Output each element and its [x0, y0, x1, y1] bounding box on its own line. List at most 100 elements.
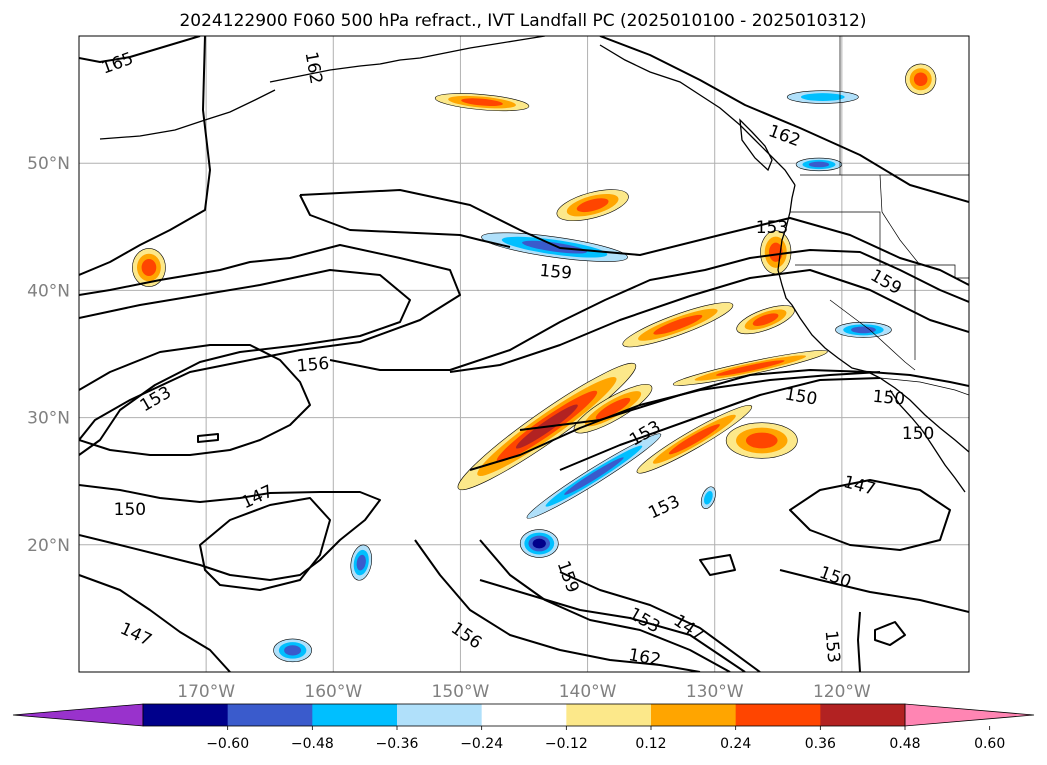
contour-label: 150 [902, 424, 934, 444]
colorbar-segment [397, 704, 483, 726]
colorbar-segment [566, 704, 652, 726]
contour-153-lower [519, 369, 969, 431]
anomaly-region [672, 350, 828, 386]
anomaly-region [786, 90, 859, 104]
anomaly-level [461, 98, 503, 106]
anomaly-level [716, 360, 785, 376]
coastline-british-columbia [777, 184, 969, 453]
coastline-baja-california [889, 389, 966, 493]
contour-153-mid [449, 269, 969, 373]
contour-147-small-east [699, 554, 736, 576]
anomaly-level [752, 313, 779, 326]
anomaly-region [700, 486, 716, 510]
contour-lower-loops-2 [479, 539, 731, 672]
anomaly-region [835, 321, 892, 338]
colorbar-segment [481, 704, 567, 726]
anomaly-region [725, 422, 798, 459]
anomaly-level [356, 554, 366, 571]
contour-150-east [559, 377, 881, 471]
anomaly-region [132, 248, 166, 287]
latitude-tick-labels: 50°N 40°N 30°N 20°N [27, 154, 70, 556]
contour-147-east [789, 479, 951, 551]
anomaly-region [905, 63, 937, 95]
political-borders [790, 36, 969, 396]
contour-lower-loops-3 [479, 579, 746, 672]
contour-label: 153 [756, 218, 788, 238]
contour-162-coast [599, 36, 969, 203]
contour-150-se [779, 569, 969, 613]
contour-156-ribbon [329, 249, 969, 371]
contour-162-north [79, 36, 211, 276]
contour-label: 159 [539, 261, 573, 284]
state-border-wa-or [790, 211, 881, 266]
contour-label-text: 150 [902, 424, 934, 444]
lon-tick-label: 170°W [177, 682, 235, 702]
colorbar-tick-label: 0.60 [974, 736, 1005, 752]
anomaly-region [434, 93, 530, 112]
colorbar-tick-label: −0.60 [206, 736, 249, 752]
lat-tick-label: 50°N [27, 154, 70, 174]
contour-153-se [857, 611, 861, 672]
contour-150-west [79, 484, 381, 581]
contour-150-loop [469, 371, 881, 471]
contour-147-west [199, 497, 331, 591]
contour-lines [79, 36, 969, 672]
colorbar-frame [142, 703, 906, 727]
colorbar-tick-label: −0.12 [545, 736, 588, 752]
contour-lower-loops [414, 539, 701, 672]
contour-147-sw [79, 574, 231, 672]
contour-label: 156 [296, 354, 330, 377]
contour-loop-west-small [197, 433, 219, 443]
coastline-vancouver-island [739, 118, 773, 172]
colorbar-segments [12, 703, 1035, 727]
contour-loop-small [874, 621, 906, 646]
map-frame [78, 35, 970, 673]
colorbar-segment [820, 704, 906, 726]
anomaly-level [532, 538, 546, 549]
anomaly-level [522, 240, 587, 254]
contour-label-text: 153 [821, 630, 844, 664]
anomaly-region [736, 305, 795, 335]
anomaly-level [851, 326, 876, 334]
anomaly-level [141, 259, 157, 276]
contour-label: 150 [114, 500, 146, 520]
colorbar-extend-low [12, 703, 144, 727]
lat-tick-label: 30°N [27, 409, 70, 429]
anomaly-region [795, 157, 843, 172]
anomaly-level [703, 490, 713, 505]
us-mexico-border [879, 377, 969, 396]
contour-label: 153 [821, 630, 844, 664]
anomaly-region [519, 529, 559, 558]
anomaly-region [760, 230, 792, 275]
anomaly-level [808, 161, 830, 168]
anomaly-region [481, 232, 628, 262]
contour-156 [79, 269, 411, 456]
colorbar-tick-label: 0.12 [635, 736, 666, 752]
contour-label-text: 150 [114, 500, 146, 520]
contour-159-west [79, 244, 461, 441]
contour-label-text: 153 [756, 218, 788, 238]
anomaly-region [636, 404, 753, 474]
coastlines [99, 36, 969, 493]
lat-tick-label: 40°N [27, 281, 70, 301]
coastline-southeast-alaska [599, 44, 796, 186]
contour-159-upper [299, 189, 969, 286]
colorbar: −0.60 −0.48 −0.36 −0.24 −0.12 0.12 0.24 0.36 0.4… [12, 703, 1035, 752]
contour-159-loop [299, 194, 511, 248]
lon-tick-label: 160°W [304, 682, 362, 702]
anomaly-level [653, 314, 703, 335]
anomaly-level [564, 457, 624, 495]
colorbar-segment [143, 704, 229, 726]
contour-lower-loops-4 [559, 571, 761, 672]
coastline-alaska [269, 36, 546, 83]
contour-label: 150 [872, 387, 906, 410]
anomaly-level [800, 93, 845, 101]
colorbar-tick-label: −0.48 [291, 736, 334, 752]
colorbar-tick-label: 0.36 [805, 736, 836, 752]
colorbar-segment [227, 704, 313, 726]
contour-label-text: 159 [539, 261, 573, 284]
state-border-ca-nv [829, 299, 916, 371]
anomaly-region [350, 544, 373, 581]
contour-label-text: 156 [296, 354, 330, 377]
